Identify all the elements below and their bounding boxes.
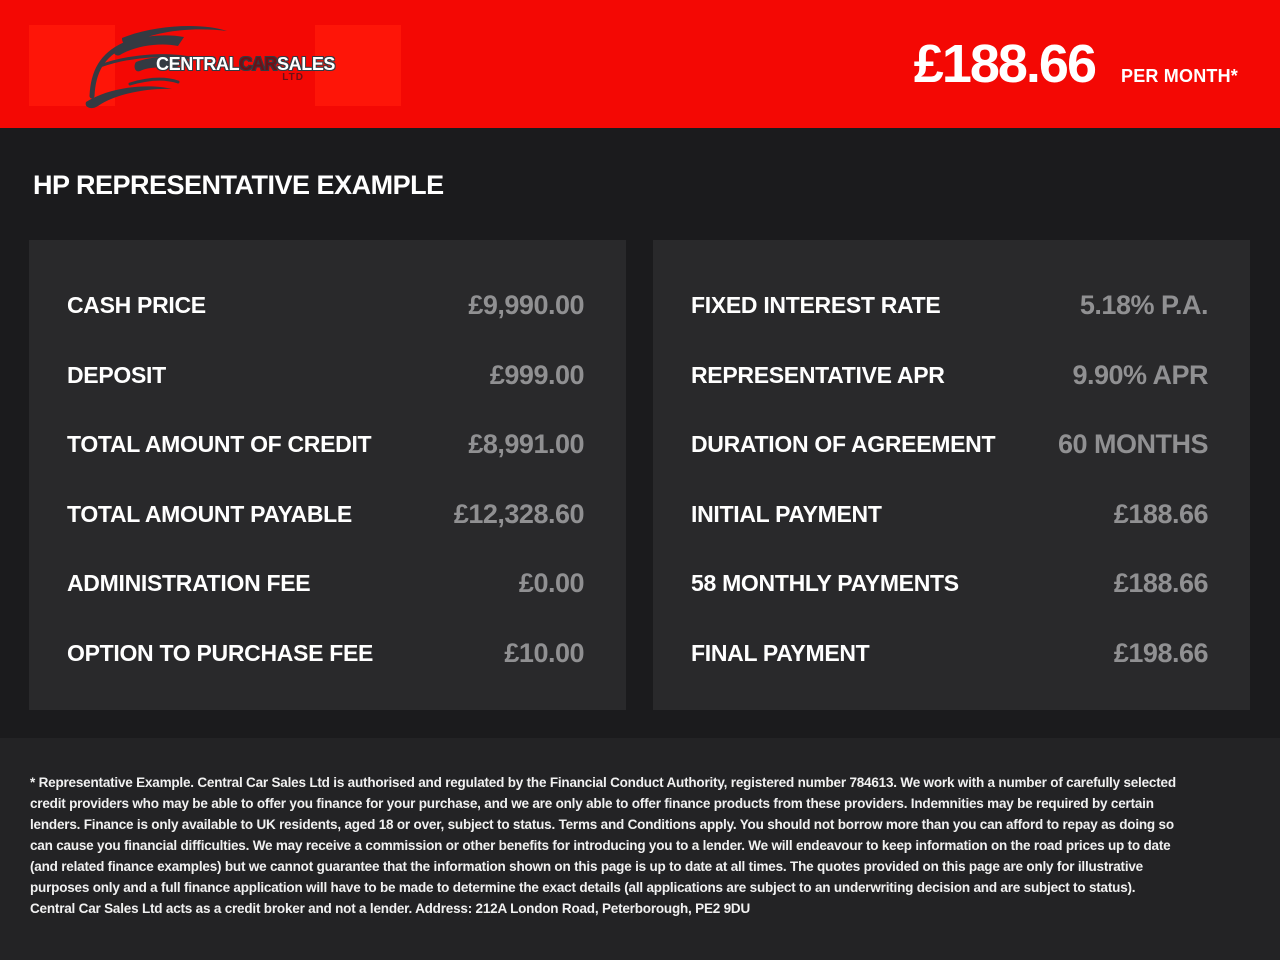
finance-label: REPRESENTATIVE APR <box>691 361 945 388</box>
logo-sales: SALES <box>277 54 336 74</box>
finance-value: £0.00 <box>518 568 585 599</box>
logo-wordmark: CENTRALCARSALES <box>156 54 335 75</box>
row-admin-fee: ADMINISTRATION FEE £0.00 <box>67 549 585 619</box>
row-total-payable: TOTAL AMOUNT PAYABLE £12,328.60 <box>67 480 585 550</box>
finance-panel-right: FIXED INTEREST RATE 5.18% P.A. REPRESENT… <box>653 240 1250 710</box>
row-total-credit: TOTAL AMOUNT OF CREDIT £8,991.00 <box>67 410 584 480</box>
finance-label: ADMINISTRATION FEE <box>67 570 311 597</box>
finance-value: 9.90% APR <box>1072 359 1208 390</box>
price-amount: £188.66 <box>913 34 1097 94</box>
page-title: HP REPRESENTATIVE EXAMPLE <box>33 170 444 200</box>
finance-value: £188.66 <box>1113 568 1209 599</box>
disclaimer-text: * Representative Example. Central Car Sa… <box>30 775 1176 916</box>
logo-ltd: LTD <box>282 72 304 83</box>
car-logo-icon <box>85 25 227 109</box>
finance-label: DEPOSIT <box>67 361 166 388</box>
finance-value: £8,991.00 <box>468 429 584 460</box>
logo-central: CENTRAL <box>156 54 240 74</box>
price-period: PER MONTH* <box>1120 66 1238 86</box>
row-initial-payment: INITIAL PAYMENT £188.66 <box>691 480 1209 550</box>
monthly-price: £188.66 PER MONTH* <box>914 0 1238 128</box>
row-deposit: DEPOSIT £999.00 <box>67 341 585 411</box>
finance-value: £9,990.00 <box>468 290 584 321</box>
row-fixed-rate: FIXED INTEREST RATE 5.18% P.A. <box>691 271 1209 341</box>
row-option-fee: OPTION TO PURCHASE FEE £10.00 <box>67 619 584 689</box>
row-monthly-payments: 58 MONTHLY PAYMENTS £188.66 <box>691 549 1209 619</box>
logo-red-tile-right <box>315 25 401 106</box>
finance-label: DURATION OF AGREEMENT <box>691 431 996 458</box>
finance-value: £10.00 <box>504 637 584 668</box>
disclaimer-footer: * Representative Example. Central Car Sa… <box>0 738 1280 960</box>
finance-value: £198.66 <box>1113 637 1209 668</box>
finance-value: £188.66 <box>1113 498 1209 529</box>
finance-label: INITIAL PAYMENT <box>691 500 882 527</box>
row-cash-price: CASH PRICE £9,990.00 <box>67 271 584 341</box>
finance-value: 60 MONTHS <box>1057 429 1209 460</box>
finance-label: FIXED INTEREST RATE <box>691 292 941 319</box>
finance-label: TOTAL AMOUNT OF CREDIT <box>67 431 372 458</box>
header: CENTRALCARSALES LTD £188.66 PER MONTH* <box>0 0 1280 128</box>
finance-value: 5.18% P.A. <box>1079 290 1209 321</box>
row-duration: DURATION OF AGREEMENT 60 MONTHS <box>691 410 1209 480</box>
logo-car: CAR <box>239 54 278 74</box>
finance-label: 58 MONTHLY PAYMENTS <box>691 570 959 597</box>
row-apr: REPRESENTATIVE APR 9.90% APR <box>691 341 1208 411</box>
finance-label: CASH PRICE <box>67 292 206 319</box>
finance-panels: CASH PRICE £9,990.00 DEPOSIT £999.00 TOT… <box>29 240 1250 710</box>
finance-label: OPTION TO PURCHASE FEE <box>67 639 374 666</box>
finance-value: £999.00 <box>489 359 585 390</box>
row-final-payment: FINAL PAYMENT £198.66 <box>691 619 1209 689</box>
finance-value: £12,328.60 <box>453 498 585 529</box>
finance-label: TOTAL AMOUNT PAYABLE <box>67 500 352 527</box>
finance-panel-left: CASH PRICE £9,990.00 DEPOSIT £999.00 TOT… <box>29 240 626 710</box>
finance-label: FINAL PAYMENT <box>691 639 870 666</box>
